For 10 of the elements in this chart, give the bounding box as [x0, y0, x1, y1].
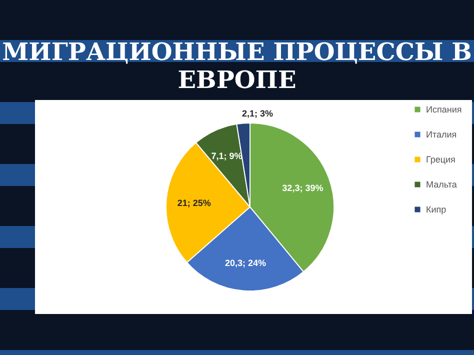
- data-label: 2,1; 3%: [242, 108, 273, 118]
- chart-title: МИГРАЦИОННЫЕ ПРОЦЕССЫ В ЕВРОПЕ: [1, 37, 473, 94]
- legend-label: Испания: [426, 104, 462, 114]
- legend-label: Кипр: [426, 204, 446, 214]
- legend-label: Греция: [426, 154, 456, 164]
- data-label: 21; 25%: [177, 198, 211, 208]
- legend-label: Италия: [426, 130, 457, 140]
- data-label: 20,3; 24%: [225, 258, 266, 268]
- legend-label: Мальта: [426, 180, 457, 190]
- data-label: 32,3; 39%: [282, 183, 324, 194]
